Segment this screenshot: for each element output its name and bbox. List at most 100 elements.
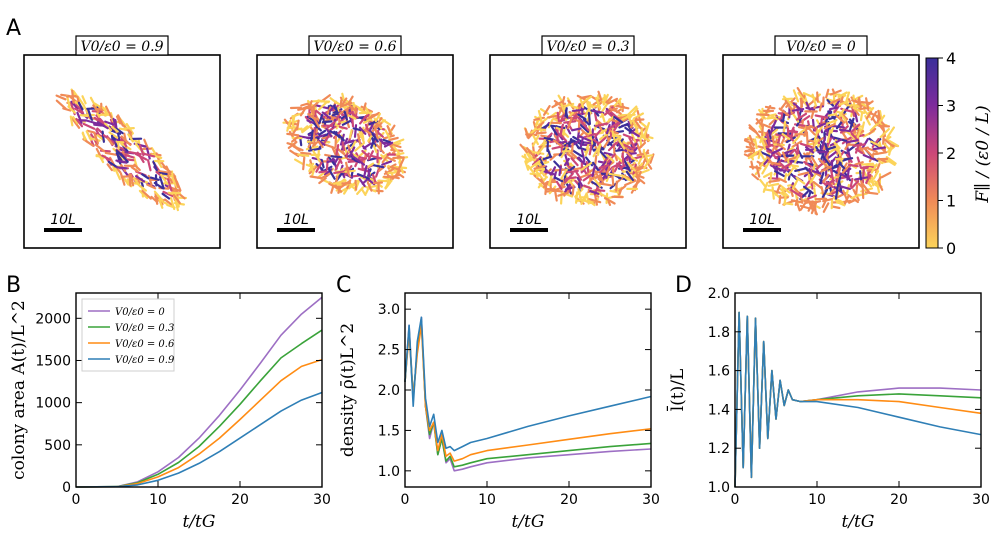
cell-rod [623, 143, 635, 151]
cell-rod [807, 97, 818, 107]
cell-rod [315, 109, 326, 119]
cell-rod [93, 123, 103, 127]
cell-rod [89, 96, 97, 109]
cell-rod [542, 104, 551, 116]
cell-rod [580, 121, 590, 132]
cell-rod [341, 181, 352, 185]
cell-rod [817, 158, 829, 169]
cell-rod [792, 135, 801, 145]
cell-rod [130, 166, 139, 173]
cell-rod [769, 114, 779, 121]
cell-rod [161, 192, 171, 200]
cell-rod [333, 179, 347, 185]
cell-rod [613, 97, 622, 107]
cell-rod [87, 108, 93, 121]
cell-rod [853, 178, 864, 188]
cell-rod [872, 170, 880, 180]
cell-rod [837, 184, 851, 190]
cell-rod [859, 146, 870, 151]
cell-rod [101, 130, 106, 143]
panel-label-b: B [6, 273, 21, 298]
cell-rod [626, 161, 637, 172]
cell-rod [802, 91, 815, 99]
cell-rod [563, 183, 571, 194]
cell-rod [533, 116, 546, 122]
cell-rod [312, 131, 316, 145]
cell-rod [829, 138, 843, 147]
cell-rod [574, 170, 583, 181]
colorbar-tick-label: 4 [946, 49, 956, 68]
cell-rod [318, 113, 324, 123]
cell-rod [829, 175, 841, 181]
cell-rod [542, 155, 553, 161]
chart-density: 0 10 20 30 1.0 1.5 2.0 2.5 3.0 t/tG density ρ̄(t)L… [338, 292, 660, 532]
cell-rod [782, 120, 787, 133]
cell-rod [627, 143, 638, 152]
cell-rod [75, 103, 85, 114]
cell-rod [607, 141, 618, 152]
cell-rod [95, 154, 105, 160]
cell-rod [160, 162, 168, 171]
cell-rod [835, 120, 843, 130]
cell-rod [626, 122, 634, 133]
cell-rod [792, 89, 800, 103]
cell-rod [292, 145, 304, 152]
cell-rod [816, 122, 827, 128]
series-line [734, 311, 982, 488]
cell-rod [756, 113, 770, 117]
cell-rod [371, 173, 377, 185]
cell-rod [838, 171, 851, 180]
cell-rod [861, 138, 869, 149]
chart-colony-area: 0 10 20 30 0 500 1000 1500 2000 t/tG colony area A… [9, 292, 331, 532]
cell-rod [171, 177, 179, 189]
cell-rod [70, 100, 79, 110]
cell-rod [114, 167, 122, 181]
cell-rod [760, 136, 767, 151]
legend-label: V0/ε0 = 0.6 [115, 339, 175, 350]
cell-rod [361, 113, 370, 122]
x-tick-label: 10 [808, 492, 826, 508]
cell-rod [780, 159, 793, 164]
cell-rod [783, 195, 787, 207]
cell-rod [135, 175, 146, 183]
cell-rod [858, 170, 863, 181]
cell-rod [879, 128, 890, 139]
cell-rod [822, 173, 830, 183]
cell-rod [172, 194, 181, 205]
cell-rod [866, 106, 875, 116]
cell-rod [82, 122, 96, 130]
cell-rod [359, 126, 365, 138]
cell-rod [835, 200, 846, 207]
cell-rod [374, 112, 381, 123]
cell-rod [351, 117, 355, 128]
cell-rod [317, 99, 330, 104]
cell-rod [833, 186, 846, 195]
cell-rod [774, 184, 781, 196]
cell-rod [539, 171, 549, 179]
cell-rod [823, 142, 829, 153]
cell-rod [781, 132, 791, 140]
cell-rod [361, 149, 371, 159]
cell-rod [865, 173, 872, 184]
cell-rod [860, 100, 871, 105]
cell-rod [571, 184, 575, 196]
x-tick-label: 20 [890, 492, 908, 508]
cell-rod [591, 109, 605, 115]
cell-rod [543, 170, 556, 176]
cell-rod [850, 99, 862, 105]
cell-rod [298, 135, 310, 139]
cell-rod [117, 147, 128, 153]
cell-rod [388, 136, 399, 142]
cell-rod [386, 125, 393, 136]
cell-rod [608, 121, 620, 130]
cell-rod [838, 100, 850, 106]
cell-rod [852, 94, 856, 105]
cell-rod [104, 105, 113, 119]
cell-rod [324, 143, 336, 150]
cell-rod [591, 165, 596, 178]
cell-rod [849, 177, 854, 188]
cell-rod [116, 114, 124, 127]
cell-rod [564, 176, 577, 180]
y-axis-label: density ρ̄(t)L^2 [338, 323, 358, 457]
colorbar-tick-label: 1 [946, 192, 956, 211]
